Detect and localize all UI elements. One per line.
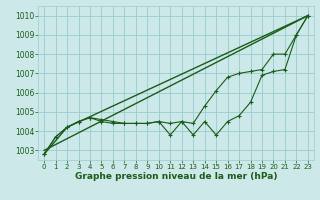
X-axis label: Graphe pression niveau de la mer (hPa): Graphe pression niveau de la mer (hPa) bbox=[75, 172, 277, 181]
